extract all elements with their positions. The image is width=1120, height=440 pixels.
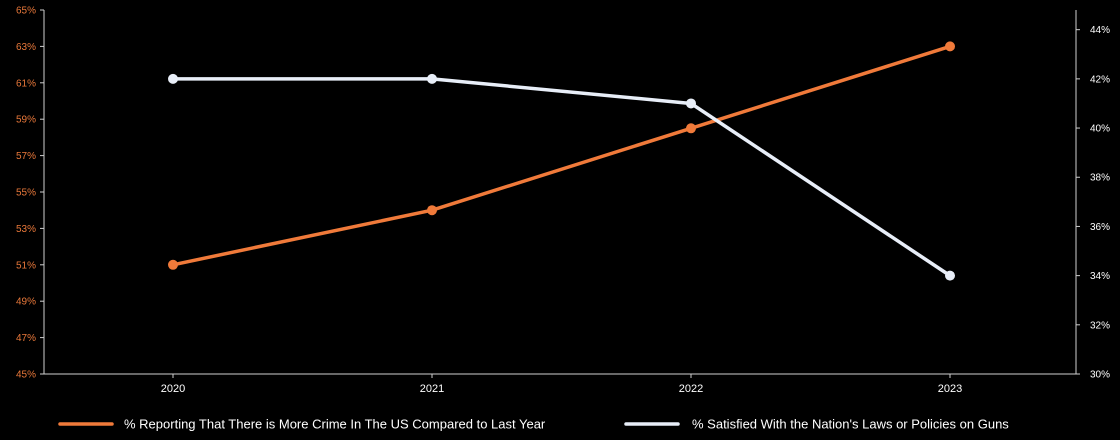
legend-label-1: % Reporting That There is More Crime In …: [124, 417, 546, 432]
left-axis-ticks: 45% 47% 49% 51% 53% 55% 57% 59% 61% 63% 65%: [16, 6, 44, 381]
right-tick-label: 34%: [1090, 271, 1110, 282]
right-tick-label: 36%: [1090, 222, 1110, 233]
right-axis-ticks: 30% 32% 34% 36% 38% 40% 42% 44%: [1076, 25, 1110, 381]
right-tick-label: 44%: [1090, 25, 1110, 36]
left-tick-label: 63%: [16, 42, 36, 53]
left-tick-label: 65%: [16, 6, 36, 17]
left-tick-label: 45%: [16, 370, 36, 381]
right-tick-label: 38%: [1090, 173, 1110, 184]
x-axis-ticks: 2020 2021 2022 2023: [161, 374, 962, 395]
left-tick-label: 61%: [16, 78, 36, 89]
left-tick-label: 51%: [16, 260, 36, 271]
legend-label-2: % Satisfied With the Nation's Laws or Po…: [692, 417, 1009, 432]
data-point-series-2: [427, 73, 437, 84]
data-point-series-2: [168, 73, 178, 84]
left-tick-label: 53%: [16, 224, 36, 235]
left-tick-label: 47%: [16, 333, 36, 344]
right-tick-label: 30%: [1090, 370, 1110, 381]
x-tick-label: 2022: [679, 383, 703, 395]
series-layer: [168, 41, 955, 281]
x-tick-label: 2021: [420, 383, 444, 395]
right-tick-label: 32%: [1090, 320, 1110, 331]
data-point-series-1: [686, 123, 696, 134]
x-tick-label: 2023: [938, 383, 962, 395]
x-tick-label: 2020: [161, 383, 185, 395]
data-point-series-1: [945, 41, 955, 52]
left-tick-label: 55%: [16, 188, 36, 199]
left-tick-label: 49%: [16, 297, 36, 308]
left-tick-label: 59%: [16, 115, 36, 126]
right-tick-label: 42%: [1090, 74, 1110, 85]
data-point-series-2: [945, 270, 955, 281]
right-tick-label: 40%: [1090, 124, 1110, 135]
left-tick-label: 57%: [16, 151, 36, 162]
series-line-1: [171, 44, 952, 267]
series-line-2: [171, 77, 952, 278]
legend: % Reporting That There is More Crime In …: [58, 417, 1009, 432]
data-point-series-1: [168, 259, 178, 270]
data-point-series-2: [686, 98, 696, 109]
data-point-series-1: [427, 205, 437, 216]
